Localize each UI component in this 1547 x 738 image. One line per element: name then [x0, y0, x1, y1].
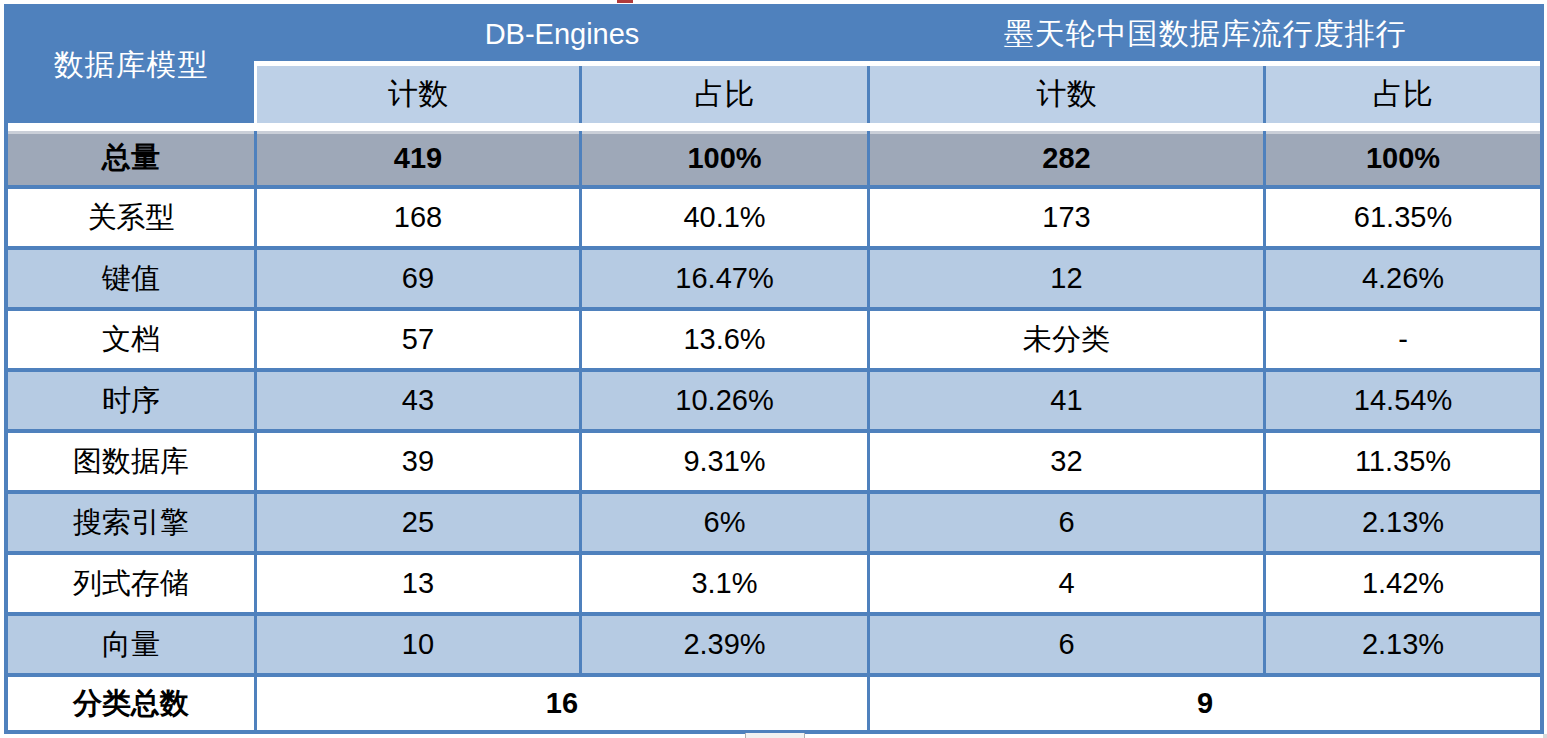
red-annotation-artifact [617, 0, 633, 3]
cell-dbengines-count: 419 [257, 131, 579, 185]
row-label: 搜索引擎 [8, 494, 254, 551]
cell-dbengines-percent: 2.39% [582, 616, 867, 673]
cell-modb-percent: 100% [1266, 131, 1540, 185]
cell-modb-percent: - [1266, 311, 1540, 368]
table-header: 数据库模型 DB-Engines 墨天轮中国数据库流行度排行 计数 占比 计数 … [8, 8, 1540, 123]
corner-artifact [1543, 734, 1547, 738]
cell-modb-percent: 4.26% [1266, 250, 1540, 307]
subheader-dbengines-percent: 占比 [582, 66, 867, 123]
cell-dbengines-count: 39 [257, 433, 579, 490]
column-group-modb-ranking: 墨天轮中国数据库流行度排行 [870, 8, 1540, 61]
cell-dbengines-percent: 3.1% [582, 555, 867, 612]
row-label: 关系型 [8, 189, 254, 246]
table-row-total: 总量 419 100% 282 100% [8, 131, 1540, 185]
cell-modb-category-total: 9 [870, 677, 1540, 730]
cell-dbengines-count: 13 [257, 555, 579, 612]
row-label: 列式存储 [8, 555, 254, 612]
cell-dbengines-percent: 16.47% [582, 250, 867, 307]
subheader-row: 计数 占比 计数 占比 [254, 66, 1540, 123]
column-group-row: DB-Engines 墨天轮中国数据库流行度排行 [254, 8, 1540, 61]
cell-modb-percent: 61.35% [1266, 189, 1540, 246]
row-label: 向量 [8, 616, 254, 673]
cell-dbengines-percent: 6% [582, 494, 867, 551]
table-row: 向量 10 2.39% 6 2.13% [8, 616, 1540, 673]
subheader-dbengines-count: 计数 [257, 66, 579, 123]
row-label: 文档 [8, 311, 254, 368]
cell-modb-percent: 1.42% [1266, 555, 1540, 612]
table-row: 搜索引擎 25 6% 6 2.13% [8, 494, 1540, 551]
row-label: 图数据库 [8, 433, 254, 490]
row-label: 总量 [8, 131, 254, 185]
cell-modb-count: 6 [870, 494, 1263, 551]
cell-dbengines-percent: 100% [582, 131, 867, 185]
cell-modb-count: 4 [870, 555, 1263, 612]
row-label: 分类总数 [8, 677, 254, 730]
cell-modb-count: 41 [870, 372, 1263, 429]
cell-modb-percent: 2.13% [1266, 616, 1540, 673]
table-row: 关系型 168 40.1% 173 61.35% [8, 189, 1540, 246]
cell-modb-percent: 2.13% [1266, 494, 1540, 551]
database-model-comparison-table: 数据库模型 DB-Engines 墨天轮中国数据库流行度排行 计数 占比 计数 … [4, 4, 1544, 734]
cell-dbengines-count: 25 [257, 494, 579, 551]
cell-dbengines-percent: 10.26% [582, 372, 867, 429]
cell-modb-percent: 11.35% [1266, 433, 1540, 490]
cell-dbengines-category-total: 16 [257, 677, 867, 730]
corner-header-cell: 数据库模型 [8, 8, 254, 123]
cell-modb-count: 6 [870, 616, 1263, 673]
cell-dbengines-count: 10 [257, 616, 579, 673]
cell-modb-count: 12 [870, 250, 1263, 307]
cell-modb-count: 未分类 [870, 311, 1263, 368]
cell-modb-percent: 14.54% [1266, 372, 1540, 429]
table-row: 时序 43 10.26% 41 14.54% [8, 372, 1540, 429]
table-row: 键值 69 16.47% 12 4.26% [8, 250, 1540, 307]
scrollbar-artifact [745, 733, 805, 738]
cell-dbengines-count: 57 [257, 311, 579, 368]
subheader-modb-count: 计数 [870, 66, 1263, 123]
cell-dbengines-percent: 40.1% [582, 189, 867, 246]
table-row-category-total: 分类总数 16 9 [8, 677, 1540, 730]
cell-modb-count: 282 [870, 131, 1263, 185]
row-label: 时序 [8, 372, 254, 429]
cell-dbengines-count: 69 [257, 250, 579, 307]
header-right: DB-Engines 墨天轮中国数据库流行度排行 计数 占比 计数 占比 [254, 8, 1540, 123]
cell-dbengines-count: 43 [257, 372, 579, 429]
column-group-db-engines: DB-Engines [254, 8, 870, 61]
subheader-modb-percent: 占比 [1266, 66, 1540, 123]
table-row: 列式存储 13 3.1% 4 1.42% [8, 555, 1540, 612]
cell-modb-count: 32 [870, 433, 1263, 490]
header-body-divider [8, 123, 1540, 131]
cell-dbengines-percent: 13.6% [582, 311, 867, 368]
table-row: 图数据库 39 9.31% 32 11.35% [8, 433, 1540, 490]
cell-dbengines-count: 168 [257, 189, 579, 246]
table-row: 文档 57 13.6% 未分类 - [8, 311, 1540, 368]
cell-modb-count: 173 [870, 189, 1263, 246]
cell-dbengines-percent: 9.31% [582, 433, 867, 490]
row-label: 键值 [8, 250, 254, 307]
